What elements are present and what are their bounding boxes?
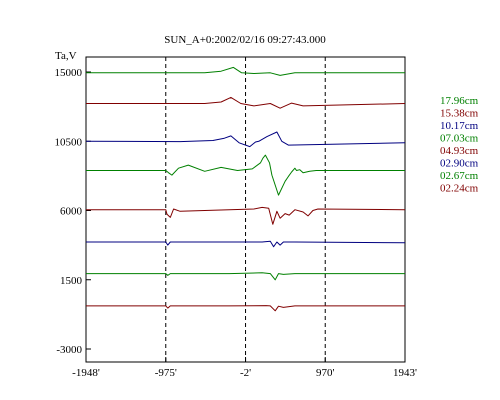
legend-entry: 02.24cm [440, 183, 479, 195]
grid-lines [165, 57, 326, 362]
x-tick-label: -975' [155, 367, 177, 379]
legend-entry: 04.93cm [440, 145, 479, 157]
series-line [86, 206, 406, 225]
series-line [86, 305, 405, 312]
y-tick-label: 6000 [60, 206, 83, 218]
y-tick-label: 1500 [60, 275, 83, 287]
y-axis-label: Ta,V [55, 50, 77, 62]
y-tick-label: 10500 [55, 136, 83, 148]
legend-entry: 07.03cm [440, 133, 479, 145]
x-tick-label: 1943' [393, 367, 417, 379]
series-line [85, 131, 406, 148]
legend-entry: 02.90cm [440, 158, 479, 170]
x-tick-label: 970' [316, 367, 335, 379]
legend-entry: 17.96cm [440, 95, 479, 107]
series-line [86, 96, 406, 109]
series-line [86, 240, 406, 248]
x-tick-label: -2' [240, 367, 251, 379]
chart-title: SUN_A+0:2002/02/16 09:27:43.000 [164, 34, 326, 46]
y-tick-label: 15000 [55, 67, 83, 79]
x-tick-label: -1948' [72, 367, 100, 379]
legend-entry: 10.17cm [440, 120, 479, 132]
series-lines [85, 66, 406, 312]
y-axis-ticks: 15000 10500 6000 1500 -3000 [55, 67, 91, 356]
y-tick-label: -3000 [56, 344, 82, 356]
legend-entry: 02.67cm [440, 170, 479, 182]
x-axis-ticks: -1948' -975' -2' 970' 1943' [72, 357, 417, 379]
series-line [86, 66, 405, 76]
series-line [86, 154, 405, 196]
legend-entry: 15.38cm [440, 108, 479, 120]
series-line [86, 272, 405, 281]
legend: 17.96cm15.38cm10.17cm07.03cm04.93cm02.90… [440, 95, 479, 195]
